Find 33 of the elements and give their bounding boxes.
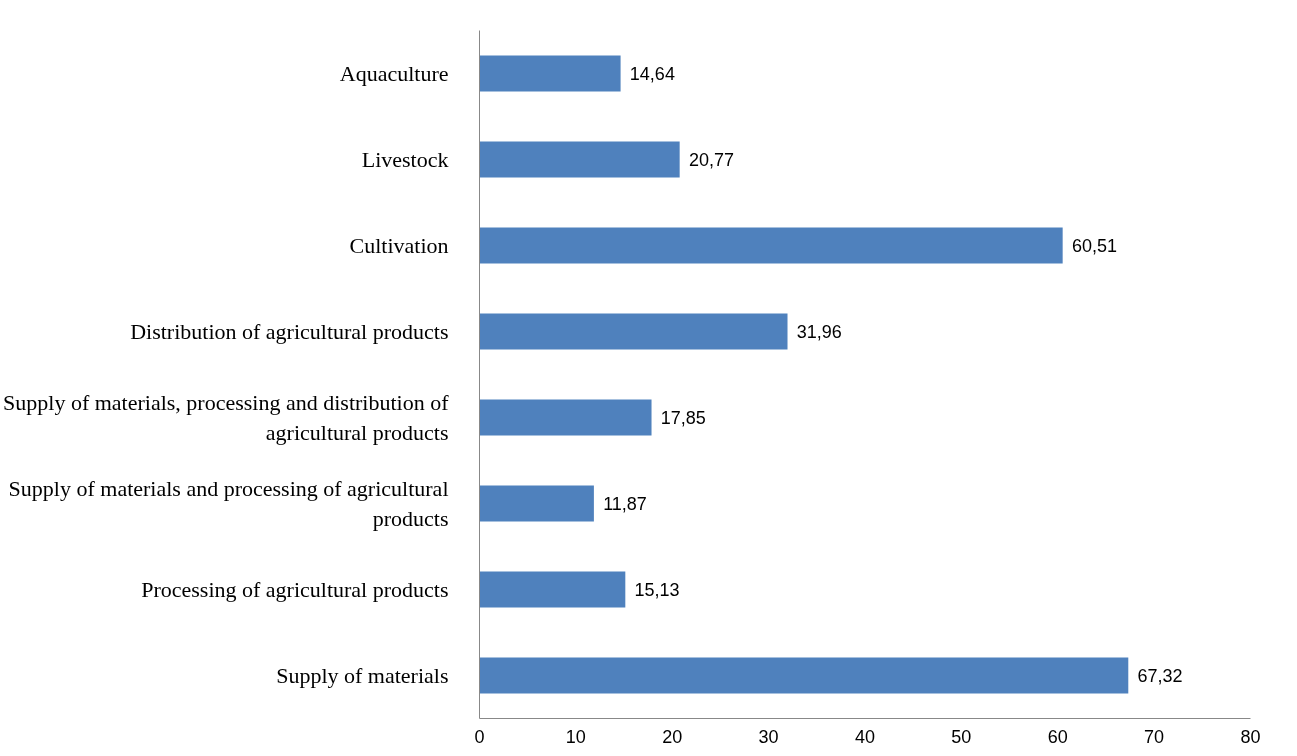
y-tick-label: Supply of materials and processing of agricultural products <box>8 476 449 531</box>
data-label: 11,87 <box>603 494 647 514</box>
data-label: 20,77 <box>688 150 734 170</box>
x-tick-label: 20 <box>662 726 683 747</box>
bar <box>479 571 626 608</box>
x-tick-label: 50 <box>951 726 972 747</box>
data-label: 14,64 <box>629 64 675 84</box>
data-label: 67,32 <box>1137 666 1183 686</box>
bar <box>479 399 652 436</box>
y-tick-label: Aquaculture <box>339 61 449 86</box>
bar <box>479 227 1063 264</box>
data-label: 31,96 <box>796 322 842 342</box>
y-tick-label: Supply of materials, processing and distribution of agricultural products <box>3 390 450 445</box>
bar <box>479 657 1129 694</box>
x-tick-label: 30 <box>758 726 779 747</box>
bar <box>479 55 621 92</box>
x-tick-label: 80 <box>1240 726 1261 747</box>
x-tick-label: 10 <box>565 726 586 747</box>
x-tick-label: 70 <box>1144 726 1165 747</box>
x-tick-label: 60 <box>1047 726 1068 747</box>
x-tick-label: 40 <box>854 726 876 747</box>
data-label: 60,51 <box>1071 236 1117 256</box>
data-label: 15,13 <box>634 580 680 600</box>
y-tick-label: Livestock <box>361 147 449 172</box>
bar <box>479 313 788 350</box>
bar <box>479 485 594 522</box>
y-tick-label: Cultivation <box>349 233 449 258</box>
y-tick-label: Processing of agricultural products <box>141 577 449 602</box>
bar <box>479 141 680 178</box>
data-label: 17,85 <box>660 408 706 428</box>
x-tick-label: 0 <box>474 726 485 747</box>
y-tick-label: Supply of materials <box>276 663 449 688</box>
y-tick-label: Distribution of agricultural products <box>130 319 449 344</box>
